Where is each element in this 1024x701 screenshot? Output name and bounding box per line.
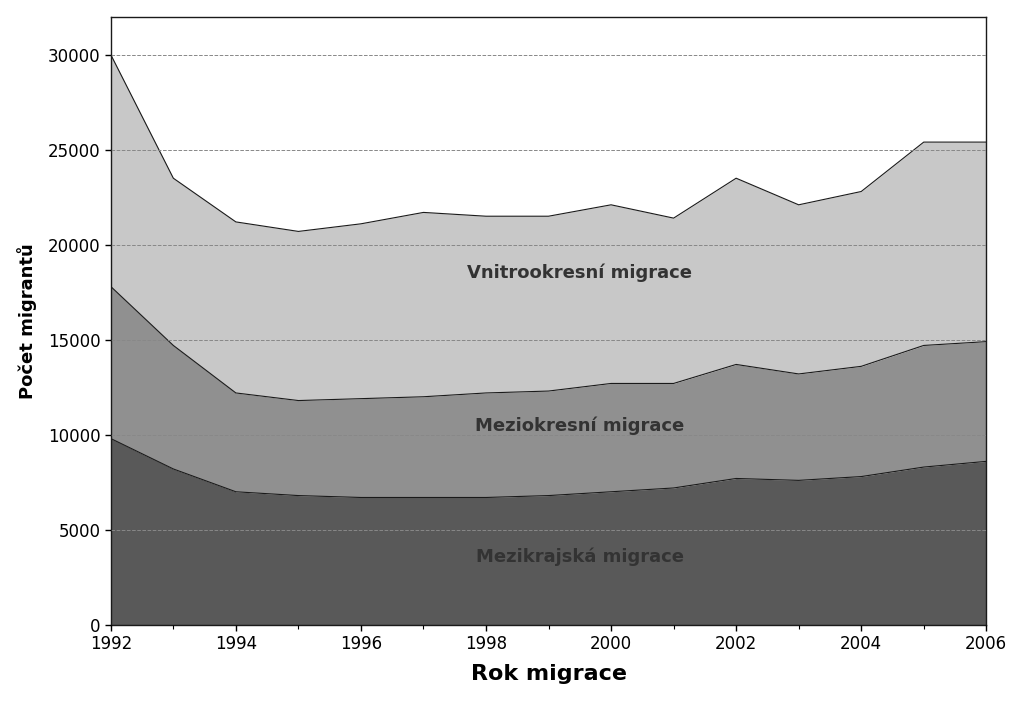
Text: Meziokresní migrace: Meziokresní migrace	[475, 416, 684, 435]
Text: Mezikrajská migrace: Mezikrajská migrace	[476, 547, 684, 566]
Y-axis label: Počet migrantů: Počet migrantů	[16, 243, 37, 399]
Text: Vnitrookresní migrace: Vnitrookresní migrace	[467, 264, 692, 283]
X-axis label: Rok migrace: Rok migrace	[471, 665, 627, 684]
